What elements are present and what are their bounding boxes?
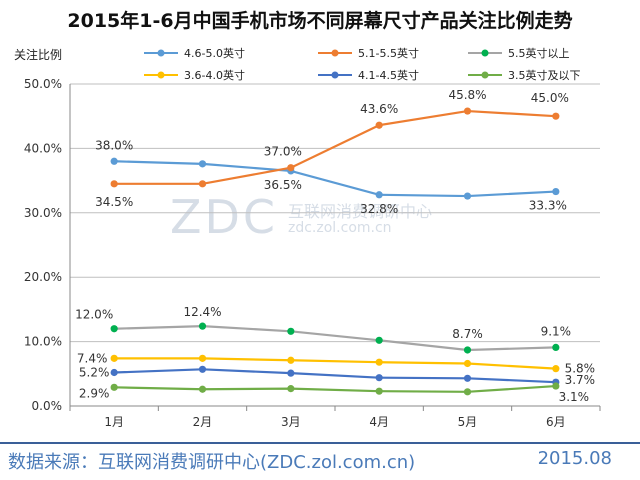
data-label: 5.2% [79, 366, 110, 380]
data-point [552, 187, 560, 196]
series-line-2 [114, 109, 556, 185]
y-tick-label: 50.0% [24, 77, 62, 91]
data-label: 34.5% [95, 195, 133, 209]
data-label: 9.1% [541, 324, 572, 338]
data-point [375, 374, 383, 382]
data-point [552, 112, 560, 120]
data-point [287, 369, 295, 377]
legend-swatch [468, 49, 502, 57]
x-tick-label: 6月 [546, 415, 566, 429]
legend-swatch [144, 71, 178, 79]
data-point [463, 388, 472, 396]
data-point [110, 157, 118, 165]
series-line-3 [114, 325, 556, 352]
data-point [463, 346, 472, 354]
data-label: 45.8% [448, 88, 486, 102]
data-label: 37.0% [264, 145, 302, 159]
data-label: 32.8% [360, 202, 398, 216]
legend-swatch [144, 49, 178, 57]
data-label: 45.0% [531, 91, 569, 105]
data-point [198, 160, 207, 168]
y-axis-label: 关注比例 [14, 48, 63, 62]
data-point [110, 325, 118, 333]
data-point [287, 327, 295, 335]
data-point [463, 107, 472, 115]
y-tick-label: 10.0% [24, 335, 62, 349]
data-label: 3.7% [565, 373, 596, 387]
legend-label: 4.6-5.0英寸 [184, 47, 245, 60]
data-point [110, 354, 118, 362]
y-tick-label: 20.0% [24, 270, 62, 284]
data-label: 8.7% [452, 327, 483, 341]
series-line-4 [114, 357, 556, 370]
data-point [287, 385, 295, 393]
data-point [375, 336, 383, 344]
source-text: 数据来源：互联网消费调研中心(ZDC.zol.com.cn) [8, 452, 416, 473]
legend-item: 4.6-5.0英寸 [144, 45, 245, 61]
data-point [110, 383, 118, 391]
data-label: 43.6% [360, 102, 398, 116]
data-point [375, 121, 383, 129]
data-point [375, 358, 383, 366]
series-line-5 [114, 368, 556, 384]
legend-item: 5.1-5.5英寸 [318, 45, 419, 61]
data-point [198, 322, 207, 330]
chart-title: 2015年1-6月中国手机市场不同屏幕尺寸产品关注比例走势 [67, 10, 573, 32]
data-point [198, 365, 207, 373]
series-line-6 [114, 384, 556, 393]
legend-item: 4.1-4.5英寸 [318, 67, 419, 83]
line-chart: 0.0% 10.0% 20.0% 30.0% 40.0% 50.0% 1月 2月 3月 4月 5月 6… [24, 77, 601, 429]
data-point [552, 365, 560, 373]
data-label: 7.4% [77, 351, 108, 365]
legend-swatch [318, 49, 352, 57]
legend-label: 3.5英寸及以下 [508, 69, 581, 82]
data-label: 5.8% [565, 362, 596, 376]
legend-item: 3.6-4.0英寸 [144, 67, 245, 83]
legend-item: 3.5英寸及以下 [468, 67, 581, 83]
legend-label: 5.1-5.5英寸 [358, 47, 419, 60]
data-label: 12.4% [183, 305, 221, 319]
x-tick-label: 1月 [104, 415, 124, 429]
data-point [198, 354, 207, 362]
data-label: 38.0% [95, 138, 133, 152]
data-label: 3.1% [559, 390, 590, 404]
data-point [198, 385, 207, 393]
legend-label: 4.1-4.5英寸 [358, 69, 419, 82]
data-point [552, 382, 560, 390]
data-point [463, 192, 472, 200]
data-label: 2.9% [79, 386, 110, 400]
data-label: 12.0% [75, 308, 113, 322]
data-point [287, 356, 295, 364]
date-text: 2015.08 [537, 448, 612, 469]
footer-rule [0, 442, 640, 444]
data-point [110, 180, 118, 188]
data-point [110, 368, 118, 377]
x-tick-label: 2月 [193, 415, 213, 429]
data-point [463, 374, 472, 382]
data-label: 33.3% [529, 199, 567, 213]
y-tick-label: 0.0% [32, 399, 63, 413]
y-tick-label: 40.0% [24, 141, 62, 155]
legend-swatch [468, 71, 502, 79]
legend-swatch [318, 71, 352, 79]
x-tick-label: 4月 [369, 415, 389, 429]
data-label: 36.5% [264, 178, 302, 192]
data-point [198, 180, 207, 188]
data-point [552, 343, 560, 351]
legend-label: 5.5英寸以上 [508, 47, 570, 60]
data-point [375, 191, 383, 199]
x-tick-label: 5月 [458, 415, 478, 429]
data-point [375, 387, 383, 395]
y-tick-label: 30.0% [24, 206, 62, 220]
x-tick-label: 3月 [281, 415, 301, 429]
data-point [287, 164, 295, 172]
legend-item: 5.5英寸以上 [468, 45, 570, 61]
series-line-1 [114, 160, 556, 198]
data-point [463, 359, 472, 368]
legend-label: 3.6-4.0英寸 [184, 69, 245, 82]
